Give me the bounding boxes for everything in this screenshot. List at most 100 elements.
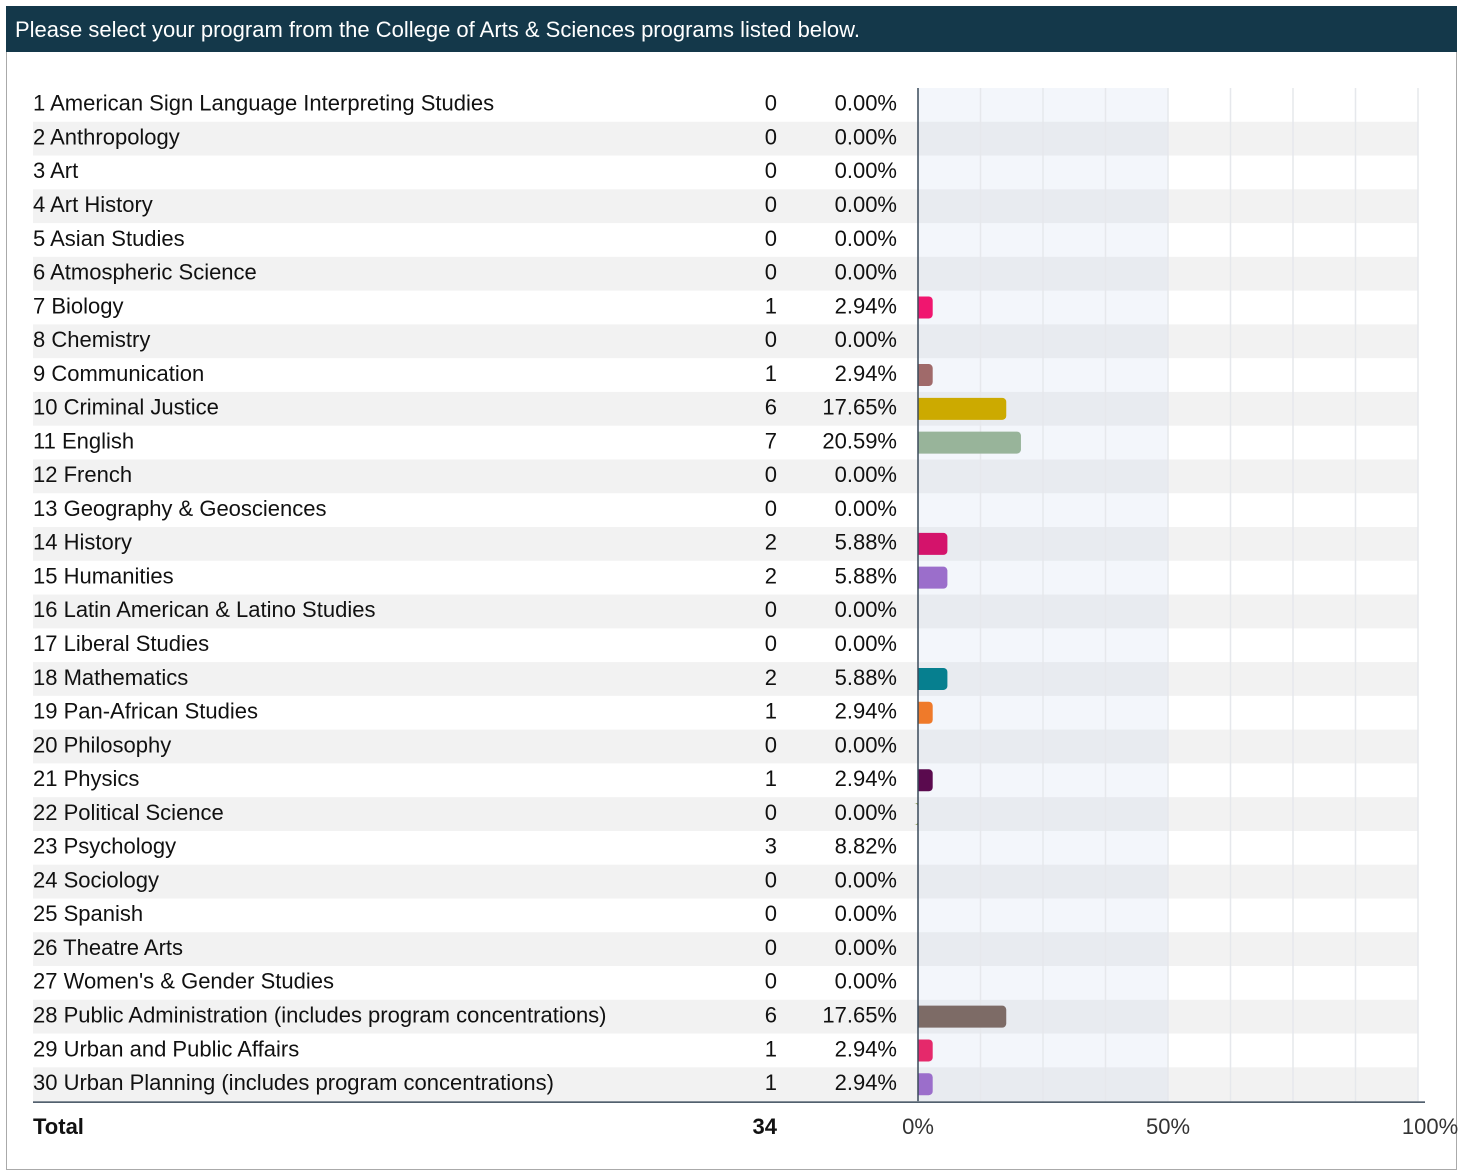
count: 0 <box>765 867 777 892</box>
percent-label: 2.94% <box>835 766 897 791</box>
percent-label: 17.65% <box>822 1002 897 1027</box>
count: 6 <box>765 1002 777 1027</box>
percent-label: 0.00% <box>835 496 897 521</box>
count: 0 <box>765 462 777 487</box>
total-label: Total <box>33 1114 84 1139</box>
category-label: 8 Chemistry <box>33 327 150 352</box>
count: 2 <box>765 665 777 690</box>
category-label: 28 Public Administration (includes progr… <box>33 1002 607 1027</box>
bar <box>918 1039 933 1062</box>
category-label: 2 Anthropology <box>33 124 180 149</box>
bar <box>918 296 933 319</box>
row-stripe <box>33 864 1418 899</box>
percent-label: 0.00% <box>835 732 897 757</box>
category-label: 10 Criminal Justice <box>33 395 219 420</box>
percent-label: 2.94% <box>835 361 897 386</box>
category-label: 3 Art <box>33 158 78 183</box>
count: 0 <box>765 597 777 622</box>
percent-label: 0.00% <box>835 462 897 487</box>
percent-label: 0.00% <box>835 800 897 825</box>
count: 6 <box>765 395 777 420</box>
percent-label: 2.94% <box>835 293 897 318</box>
category-label: 6 Atmospheric Science <box>33 260 257 285</box>
chart-title: Please select your program from the Coll… <box>15 17 860 42</box>
row-stripe <box>33 391 1418 426</box>
count: 0 <box>765 969 777 994</box>
count: 1 <box>765 766 777 791</box>
percent-label: 0.00% <box>835 935 897 960</box>
row-stripe <box>33 662 1418 696</box>
count: 0 <box>765 800 777 825</box>
category-label: 26 Theatre Arts <box>33 935 183 960</box>
percent-label: 0.00% <box>835 867 897 892</box>
frame <box>6 6 1457 1170</box>
count: 0 <box>765 260 777 285</box>
category-label: 7 Biology <box>33 293 124 318</box>
category-label: 24 Sociology <box>33 867 159 892</box>
bar <box>918 701 933 724</box>
percent-label: 0.00% <box>835 631 897 656</box>
percent-label: 5.88% <box>835 530 897 555</box>
count: 0 <box>765 327 777 352</box>
count: 1 <box>765 361 777 386</box>
count: 0 <box>765 158 777 183</box>
row-stripe <box>33 256 1418 291</box>
percent-label: 20.59% <box>822 428 897 453</box>
category-label: 12 French <box>33 462 132 487</box>
category-label: 25 Spanish <box>33 901 143 926</box>
category-label: 5 Asian Studies <box>33 226 185 251</box>
percent-label: 2.94% <box>835 1070 897 1095</box>
count: 0 <box>765 192 777 217</box>
bar <box>918 431 1021 454</box>
bar <box>918 1005 1007 1028</box>
percent-label: 2.94% <box>835 1036 897 1061</box>
category-label: 20 Philosophy <box>33 732 171 757</box>
count: 2 <box>765 563 777 588</box>
count: 0 <box>765 124 777 149</box>
x-tick-label: 0% <box>902 1114 934 1139</box>
count: 0 <box>765 901 777 926</box>
category-label: 18 Mathematics <box>33 665 188 690</box>
count: 0 <box>765 935 777 960</box>
percent-label: 2.94% <box>835 699 897 724</box>
count: 0 <box>765 631 777 656</box>
category-label: 27 Women's & Gender Studies <box>33 969 334 994</box>
category-label: 21 Physics <box>33 766 139 791</box>
row-stripe <box>33 324 1418 359</box>
row-stripe <box>33 797 1418 831</box>
row-stripe <box>33 189 1418 224</box>
percent-label: 8.82% <box>835 834 897 859</box>
percent-label: 0.00% <box>835 192 897 217</box>
count: 7 <box>765 428 777 453</box>
count: 0 <box>765 496 777 521</box>
category-label: 19 Pan-African Studies <box>33 699 258 724</box>
category-label: 23 Psychology <box>33 834 176 859</box>
category-label: 30 Urban Planning (includes program conc… <box>33 1070 554 1095</box>
category-label: 9 Communication <box>33 361 204 386</box>
total-count: 34 <box>753 1114 778 1139</box>
percent-label: 0.00% <box>835 597 897 622</box>
count: 3 <box>765 834 777 859</box>
count: 0 <box>765 732 777 757</box>
percent-label: 0.00% <box>835 226 897 251</box>
category-label: 11 English <box>33 428 134 453</box>
count: 1 <box>765 293 777 318</box>
row-stripe <box>33 594 1418 629</box>
bar <box>918 566 948 589</box>
row-stripe <box>33 121 1418 156</box>
bar <box>918 1073 933 1096</box>
category-label: 4 Art History <box>33 192 153 217</box>
percent-label: 0.00% <box>835 158 897 183</box>
row-stripe <box>33 527 1418 561</box>
row-stripe <box>33 1067 1418 1102</box>
bar <box>918 667 948 690</box>
header <box>6 6 1457 52</box>
row-stripe <box>33 932 1418 967</box>
category-label: 17 Liberal Studies <box>33 631 209 656</box>
percent-label: 0.00% <box>835 327 897 352</box>
percent-label: 5.88% <box>835 665 897 690</box>
x-tick-label: 50% <box>1146 1114 1190 1139</box>
x-tick-label: 100% <box>1402 1114 1458 1139</box>
category-label: 16 Latin American & Latino Studies <box>33 597 375 622</box>
